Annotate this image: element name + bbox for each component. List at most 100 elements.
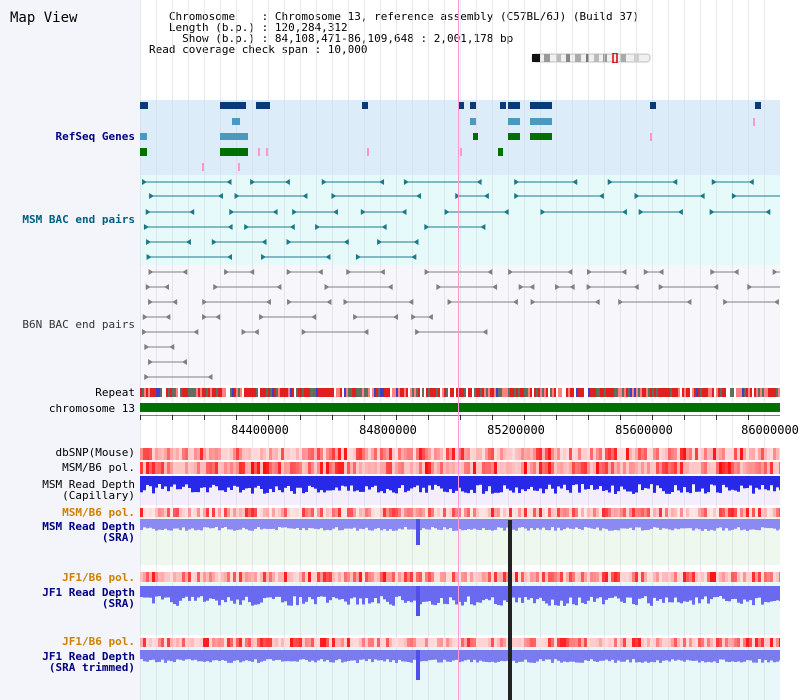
depth-bar (404, 476, 407, 493)
depth-bar (548, 476, 551, 485)
depth-bar (389, 586, 392, 605)
depth-bar (578, 476, 581, 493)
depth-bar (674, 586, 677, 598)
gene-feature-marker (460, 148, 462, 156)
depth-bar (701, 586, 704, 600)
repeat-segment (166, 388, 168, 397)
track-label-msm-read-depth-capillary[interactable]: MSM Read Depth (Capillary) (42, 478, 135, 502)
heat-cell (563, 448, 566, 460)
heat-cell (509, 448, 512, 460)
repeat-segment (366, 388, 368, 397)
heat-cell (455, 462, 458, 474)
heat-cell (410, 508, 413, 517)
track-label-dbsnp[interactable]: dbSNP(Mouse) (55, 446, 135, 459)
track-label-refseq-genes[interactable]: RefSeq Genes (55, 130, 135, 143)
depth-bar (320, 586, 323, 597)
heat-cell (539, 638, 542, 647)
repeat-segment (554, 388, 556, 397)
heat-cell (164, 508, 167, 517)
depth-bar (758, 586, 761, 598)
heat-cell (551, 462, 554, 474)
heat-cell (158, 572, 161, 582)
depth-bar (494, 476, 497, 493)
depth-bar (464, 650, 467, 661)
depth-bar (770, 519, 773, 529)
repeat-segment (738, 388, 740, 397)
repeat-segment (544, 388, 546, 397)
heat-cell (203, 638, 206, 647)
heat-cell (245, 448, 248, 460)
heat-cell (173, 572, 176, 582)
heat-cell (443, 572, 446, 582)
depth-bar (551, 650, 554, 663)
depth-bar (536, 519, 539, 529)
track-label-msm-b6-pol[interactable]: MSM/B6 pol. (62, 461, 135, 474)
depth-bar (254, 476, 257, 488)
depth-bar (551, 476, 554, 489)
heat-cell (476, 448, 479, 460)
repeat-segment (448, 388, 450, 397)
bac-end (514, 179, 520, 185)
heat-cell (167, 638, 170, 647)
track-label-b6n-bac[interactable]: B6N BAC end pairs (22, 318, 135, 331)
track-label-jf1-read-depth-trimmed[interactable]: JF1 Read Depth (SRA trimmed) (42, 650, 135, 674)
depth-bar (521, 476, 524, 490)
heat-cell (542, 508, 545, 517)
heat-cell (188, 572, 191, 582)
heat-cell (605, 572, 608, 582)
depth-bar (230, 476, 233, 490)
depth-bar (308, 586, 311, 598)
track-label-repeat[interactable]: Repeat (95, 386, 135, 399)
heat-cell (482, 508, 485, 517)
heat-cell (461, 448, 464, 460)
depth-bar (233, 519, 236, 531)
depth-bar (167, 476, 170, 492)
depth-bar (575, 519, 578, 528)
gene-feature-marker (238, 163, 240, 171)
msm-bac-features (142, 179, 780, 260)
depth-bar (275, 586, 278, 597)
depth-bar (662, 586, 665, 603)
repeat-segment (574, 388, 576, 397)
depth-bar (461, 519, 464, 531)
track-label-jf1-b6-pol-2[interactable]: JF1/B6 pol. (62, 635, 135, 648)
depth-bar (638, 519, 641, 528)
heat-cell (707, 572, 710, 582)
heat-cell (695, 462, 698, 474)
heat-cell (275, 638, 278, 647)
heat-cell (185, 572, 188, 582)
depth-bar (194, 476, 197, 493)
track-label-msm-read-depth-sra[interactable]: MSM Read Depth (SRA) (42, 520, 135, 544)
repeat-segment (390, 388, 392, 397)
depth-bar (212, 476, 215, 485)
depth-bar (689, 650, 692, 661)
repeat-segment (196, 388, 198, 397)
depth-bar (386, 586, 389, 602)
heat-cell (347, 448, 350, 460)
heat-cell (371, 462, 374, 474)
depth-bar (704, 650, 707, 663)
heat-cell (326, 572, 329, 582)
track-label-msm-bac[interactable]: MSM BAC end pairs (22, 213, 135, 226)
heat-cell (410, 462, 413, 474)
track-label-msm-b6-pol-2[interactable]: MSM/B6 pol. (62, 506, 135, 519)
heat-cell (698, 508, 701, 517)
heat-cell (629, 462, 632, 474)
track-label-chromosome[interactable]: chromosome 13 (48, 402, 135, 415)
genome-browser-plot[interactable] (140, 0, 780, 700)
depth-bar (245, 519, 248, 530)
heat-cell (542, 462, 545, 474)
repeat-segment (618, 388, 620, 397)
depth-bar (245, 586, 248, 597)
heat-cell (386, 638, 389, 647)
depth-bar (449, 476, 452, 490)
track-label-jf1-b6-pol[interactable]: JF1/B6 pol. (62, 571, 135, 584)
repeat-segment (632, 388, 634, 397)
depth-bar (737, 586, 740, 603)
depth-bar (635, 519, 638, 528)
depth-bar (728, 650, 731, 663)
repeat-segment (150, 388, 152, 397)
heat-cell (686, 572, 689, 582)
gene-feature (220, 148, 248, 156)
track-label-jf1-read-depth-sra[interactable]: JF1 Read Depth (SRA) (42, 586, 135, 610)
